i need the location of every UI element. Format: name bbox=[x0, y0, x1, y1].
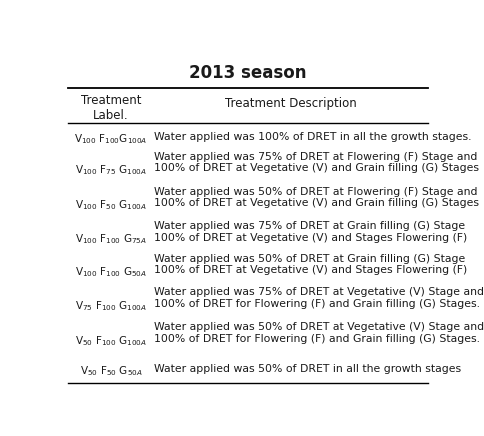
Text: Water applied was 100% of DRET in all the growth stages.: Water applied was 100% of DRET in all th… bbox=[154, 132, 472, 142]
Text: Water applied was 50% of DRET at Grain filling (G) Stage
100% of DRET at Vegetat: Water applied was 50% of DRET at Grain f… bbox=[154, 254, 468, 276]
Text: Water applied was 75% of DRET at Flowering (F) Stage and
100% of DRET at Vegetat: Water applied was 75% of DRET at Floweri… bbox=[154, 152, 479, 173]
Text: V$_{75}$ F$_{100}$ G$_{100A}$: V$_{75}$ F$_{100}$ G$_{100A}$ bbox=[75, 299, 147, 313]
Text: V$_{100}$ F$_{75}$ G$_{100A}$: V$_{100}$ F$_{75}$ G$_{100A}$ bbox=[75, 163, 147, 177]
Text: Water applied was 50% of DRET in all the growth stages: Water applied was 50% of DRET in all the… bbox=[154, 364, 461, 374]
Text: V$_{100}$ F$_{100}$ G$_{75A}$: V$_{100}$ F$_{100}$ G$_{75A}$ bbox=[75, 232, 147, 246]
Text: V$_{100}$ F$_{50}$ G$_{100A}$: V$_{100}$ F$_{50}$ G$_{100A}$ bbox=[75, 198, 147, 212]
Text: 2013 season: 2013 season bbox=[189, 64, 307, 82]
Text: Water applied was 50% of DRET at Vegetative (V) Stage and
100% of DRET for Flowe: Water applied was 50% of DRET at Vegetat… bbox=[154, 322, 484, 344]
Text: V$_{100}$ F$_{100}$ G$_{50A}$: V$_{100}$ F$_{100}$ G$_{50A}$ bbox=[75, 265, 147, 279]
Text: V$_{100}$ F$_{100}$G$_{100A}$: V$_{100}$ F$_{100}$G$_{100A}$ bbox=[75, 132, 148, 146]
Text: V$_{50}$ F$_{100}$ G$_{100A}$: V$_{50}$ F$_{100}$ G$_{100A}$ bbox=[75, 334, 147, 347]
Text: Treatment
Label.: Treatment Label. bbox=[81, 94, 141, 122]
Text: Treatment Description: Treatment Description bbox=[226, 97, 357, 109]
Text: V$_{50}$ F$_{50}$ G$_{50A}$: V$_{50}$ F$_{50}$ G$_{50A}$ bbox=[80, 364, 143, 378]
Text: Water applied was 75% of DRET at Grain filling (G) Stage
100% of DRET at Vegetat: Water applied was 75% of DRET at Grain f… bbox=[154, 221, 468, 242]
Text: Water applied was 50% of DRET at Flowering (F) Stage and
100% of DRET at Vegetat: Water applied was 50% of DRET at Floweri… bbox=[154, 187, 479, 208]
Text: Water applied was 75% of DRET at Vegetative (V) Stage and
100% of DRET for Flowe: Water applied was 75% of DRET at Vegetat… bbox=[154, 287, 484, 309]
